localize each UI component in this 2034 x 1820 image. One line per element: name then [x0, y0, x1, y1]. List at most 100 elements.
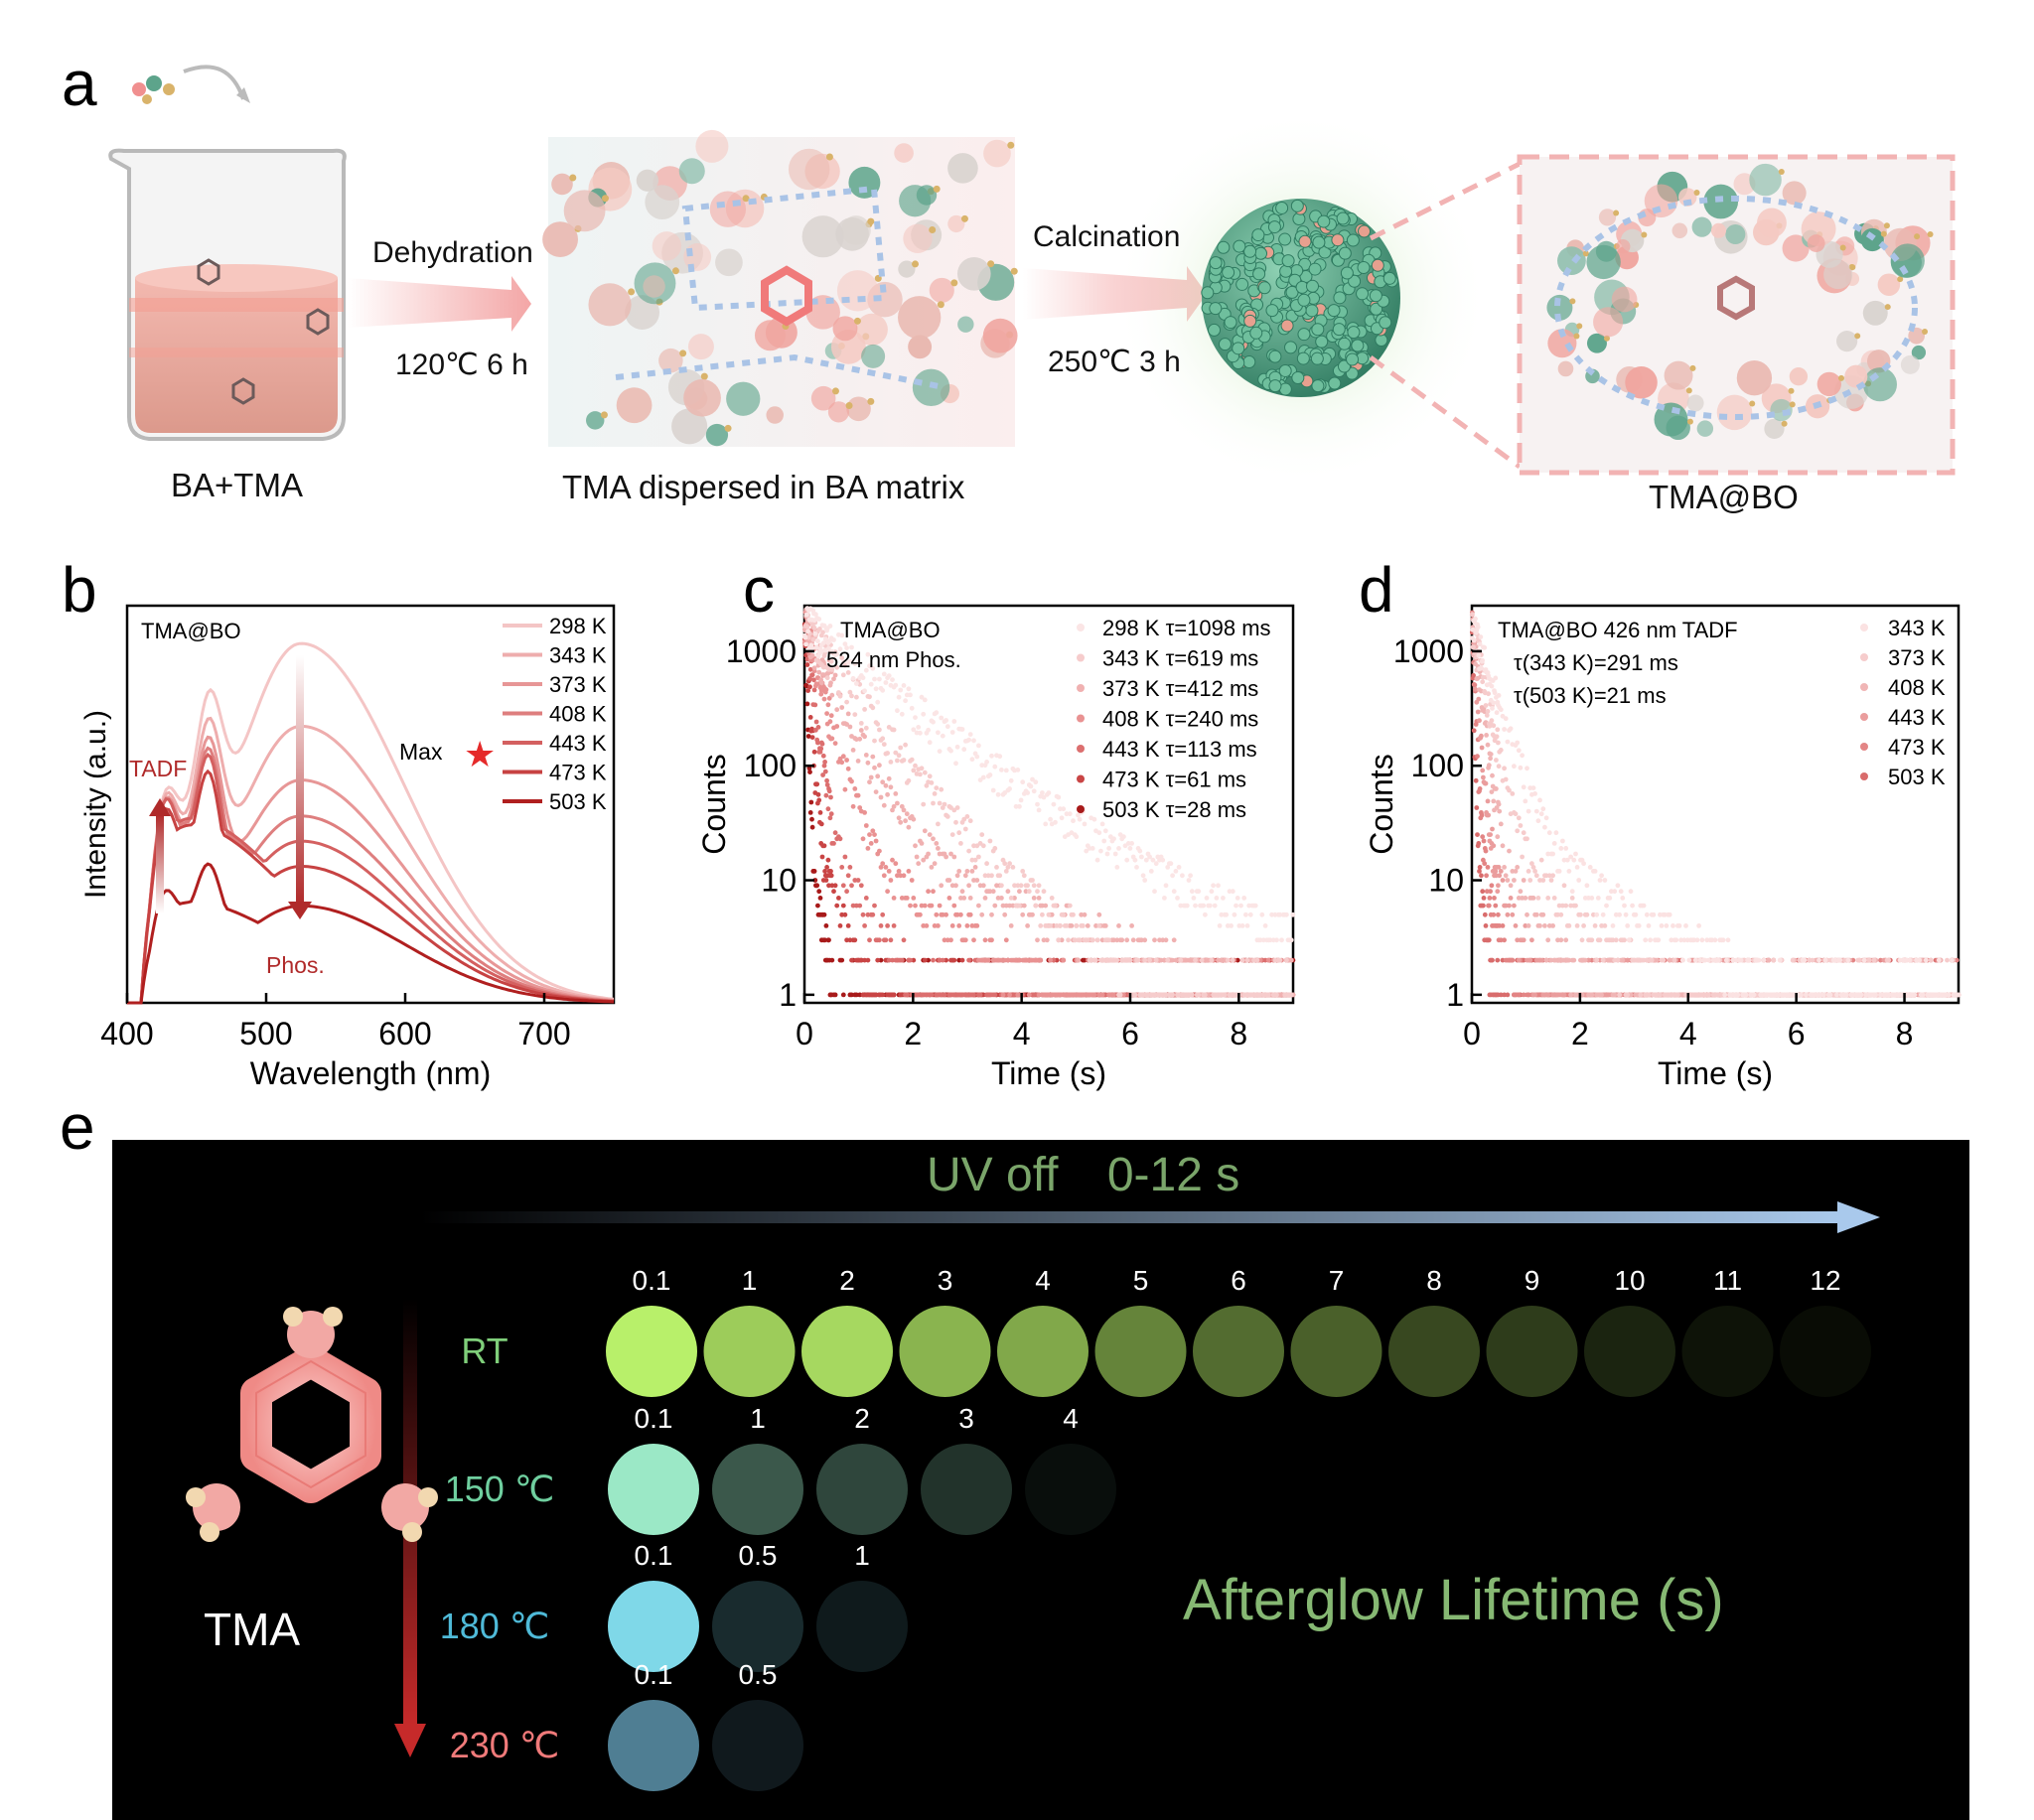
chart-d-point: [1667, 911, 1672, 917]
uv-off-range: 0-12 s: [1106, 1149, 1240, 1201]
chart-d-point: [1699, 937, 1705, 943]
chart-d-point: [1738, 957, 1744, 963]
chart-c-point: [829, 957, 835, 963]
panel-e: RT 0.1 1 2 3 4 5 6 7 8 9 10 11 12 150 ℃ 0.1 1 2 3 4 180 ℃ 0.1…: [112, 1140, 1969, 1820]
chart-c-point: [819, 741, 825, 747]
chart-d-point: [1571, 957, 1577, 963]
afterglow-sample: [1584, 1306, 1675, 1397]
afterglow-sample: [997, 1306, 1089, 1397]
chart-d-legend-label: 503 K: [1888, 765, 1946, 789]
chart-d-point: [1550, 873, 1555, 879]
chart-d-point: [1507, 903, 1512, 909]
max-label: Max: [399, 739, 443, 765]
chart-d-point: [1471, 637, 1477, 643]
chart-c-point: [959, 957, 965, 963]
chart-d-point: [1545, 937, 1551, 943]
chart-c-point: [954, 911, 960, 917]
chart-d-point: [1856, 957, 1862, 963]
chart-c-point: [845, 873, 851, 879]
chart-c-point: [825, 806, 831, 812]
chart-c-point: [828, 713, 834, 719]
chart-d-point: [1479, 733, 1484, 739]
sample-time-label: 2: [854, 1403, 870, 1434]
chart-d-point: [1518, 889, 1524, 895]
tadf-arrow: [156, 814, 164, 913]
chart-c-point: [931, 889, 936, 895]
chart-c-point: [956, 923, 962, 928]
chart-d-point: [1502, 937, 1507, 943]
chart-b-legend-label: 443 K: [549, 731, 607, 756]
chart-d-point: [1500, 843, 1506, 849]
chart-c-point: [820, 753, 826, 759]
chart-c-point: [857, 805, 863, 810]
chart-d-point: [1485, 798, 1491, 804]
chart-c-point: [1003, 992, 1009, 998]
chart-d-point: [1625, 957, 1631, 963]
chart-c-point: [832, 992, 838, 998]
chart-d-point: [1520, 753, 1525, 759]
chart-c-point: [1003, 937, 1009, 943]
chart-d-point: [1540, 911, 1546, 917]
chart-c-point: [829, 883, 835, 889]
chart-d-point: [1500, 923, 1506, 928]
chart-c-point: [1015, 992, 1021, 998]
chart-d-point: [1518, 765, 1524, 770]
chart-c-point: [939, 992, 944, 998]
chart-c-point: [855, 792, 861, 798]
afterglow-sample: [606, 1306, 697, 1397]
chart-c-point: [901, 937, 907, 943]
chart-d-point: [1490, 957, 1495, 963]
sample-time-label: 1: [854, 1540, 870, 1571]
chart-d-point: [1476, 841, 1482, 846]
chart-d-point: [1526, 808, 1531, 814]
chart-c-point: [806, 766, 812, 771]
chart-d-point: [1597, 937, 1603, 943]
chart-d-point: [1574, 923, 1580, 928]
chart-c-point: [818, 821, 824, 827]
chart-d-point: [1542, 923, 1547, 928]
chart-b-ylabel: Intensity (a.u.): [79, 710, 112, 899]
chart-d-xtick: 6: [1788, 1016, 1806, 1051]
chart-d-point: [1799, 992, 1804, 998]
max-star-icon: ★: [464, 734, 496, 774]
chart-d-point: [1538, 857, 1544, 863]
chart-d-point: [1494, 734, 1500, 740]
chart-d-legend-label: 473 K: [1888, 735, 1946, 760]
chart-d-point: [1587, 865, 1593, 870]
chart-c-point: [909, 878, 915, 883]
chart-c-point: [881, 873, 887, 879]
dehydration-label: Dehydration: [372, 236, 533, 269]
chart-c-point: [867, 832, 872, 837]
chart-c-point: [809, 735, 815, 740]
caption-matrix: TMA dispersed in BA matrix: [562, 469, 965, 505]
chart-d-xtick: 2: [1571, 1016, 1589, 1051]
chart-d-point: [1521, 784, 1526, 790]
chart-d-point: [1543, 815, 1549, 821]
chart-d-point: [1480, 834, 1486, 840]
chart-d-point: [1518, 823, 1524, 828]
panel-letter-b: b: [62, 554, 97, 626]
chart-c-point: [948, 957, 953, 963]
chart-d-point: [1594, 911, 1600, 917]
chart-d-point: [1578, 911, 1583, 917]
afterglow-sample: [1094, 1306, 1187, 1397]
chart-d-point: [1651, 911, 1657, 917]
chart-c-point: [807, 770, 812, 774]
chart-c-point: [908, 903, 913, 909]
chart-c-point: [922, 957, 928, 963]
sample-time-label: 3: [938, 1265, 953, 1296]
chart-c-point: [1121, 992, 1126, 998]
chart-d-point: [1508, 896, 1514, 901]
chart-c-point: [858, 883, 864, 889]
chart-c-point: [872, 832, 877, 837]
chart-d-point: [1923, 957, 1929, 963]
sample-time-label: 12: [1810, 1265, 1840, 1296]
chart-d-point: [1599, 873, 1604, 879]
chart-c-point: [1051, 957, 1057, 963]
chart-d-point: [1490, 706, 1495, 711]
chart-d-point: [1492, 896, 1497, 901]
sample-time-label: 0.5: [739, 1540, 778, 1571]
chart-c-point: [1000, 992, 1006, 998]
chart-d-point: [1476, 696, 1482, 702]
afterglow-sample: [1290, 1306, 1382, 1397]
